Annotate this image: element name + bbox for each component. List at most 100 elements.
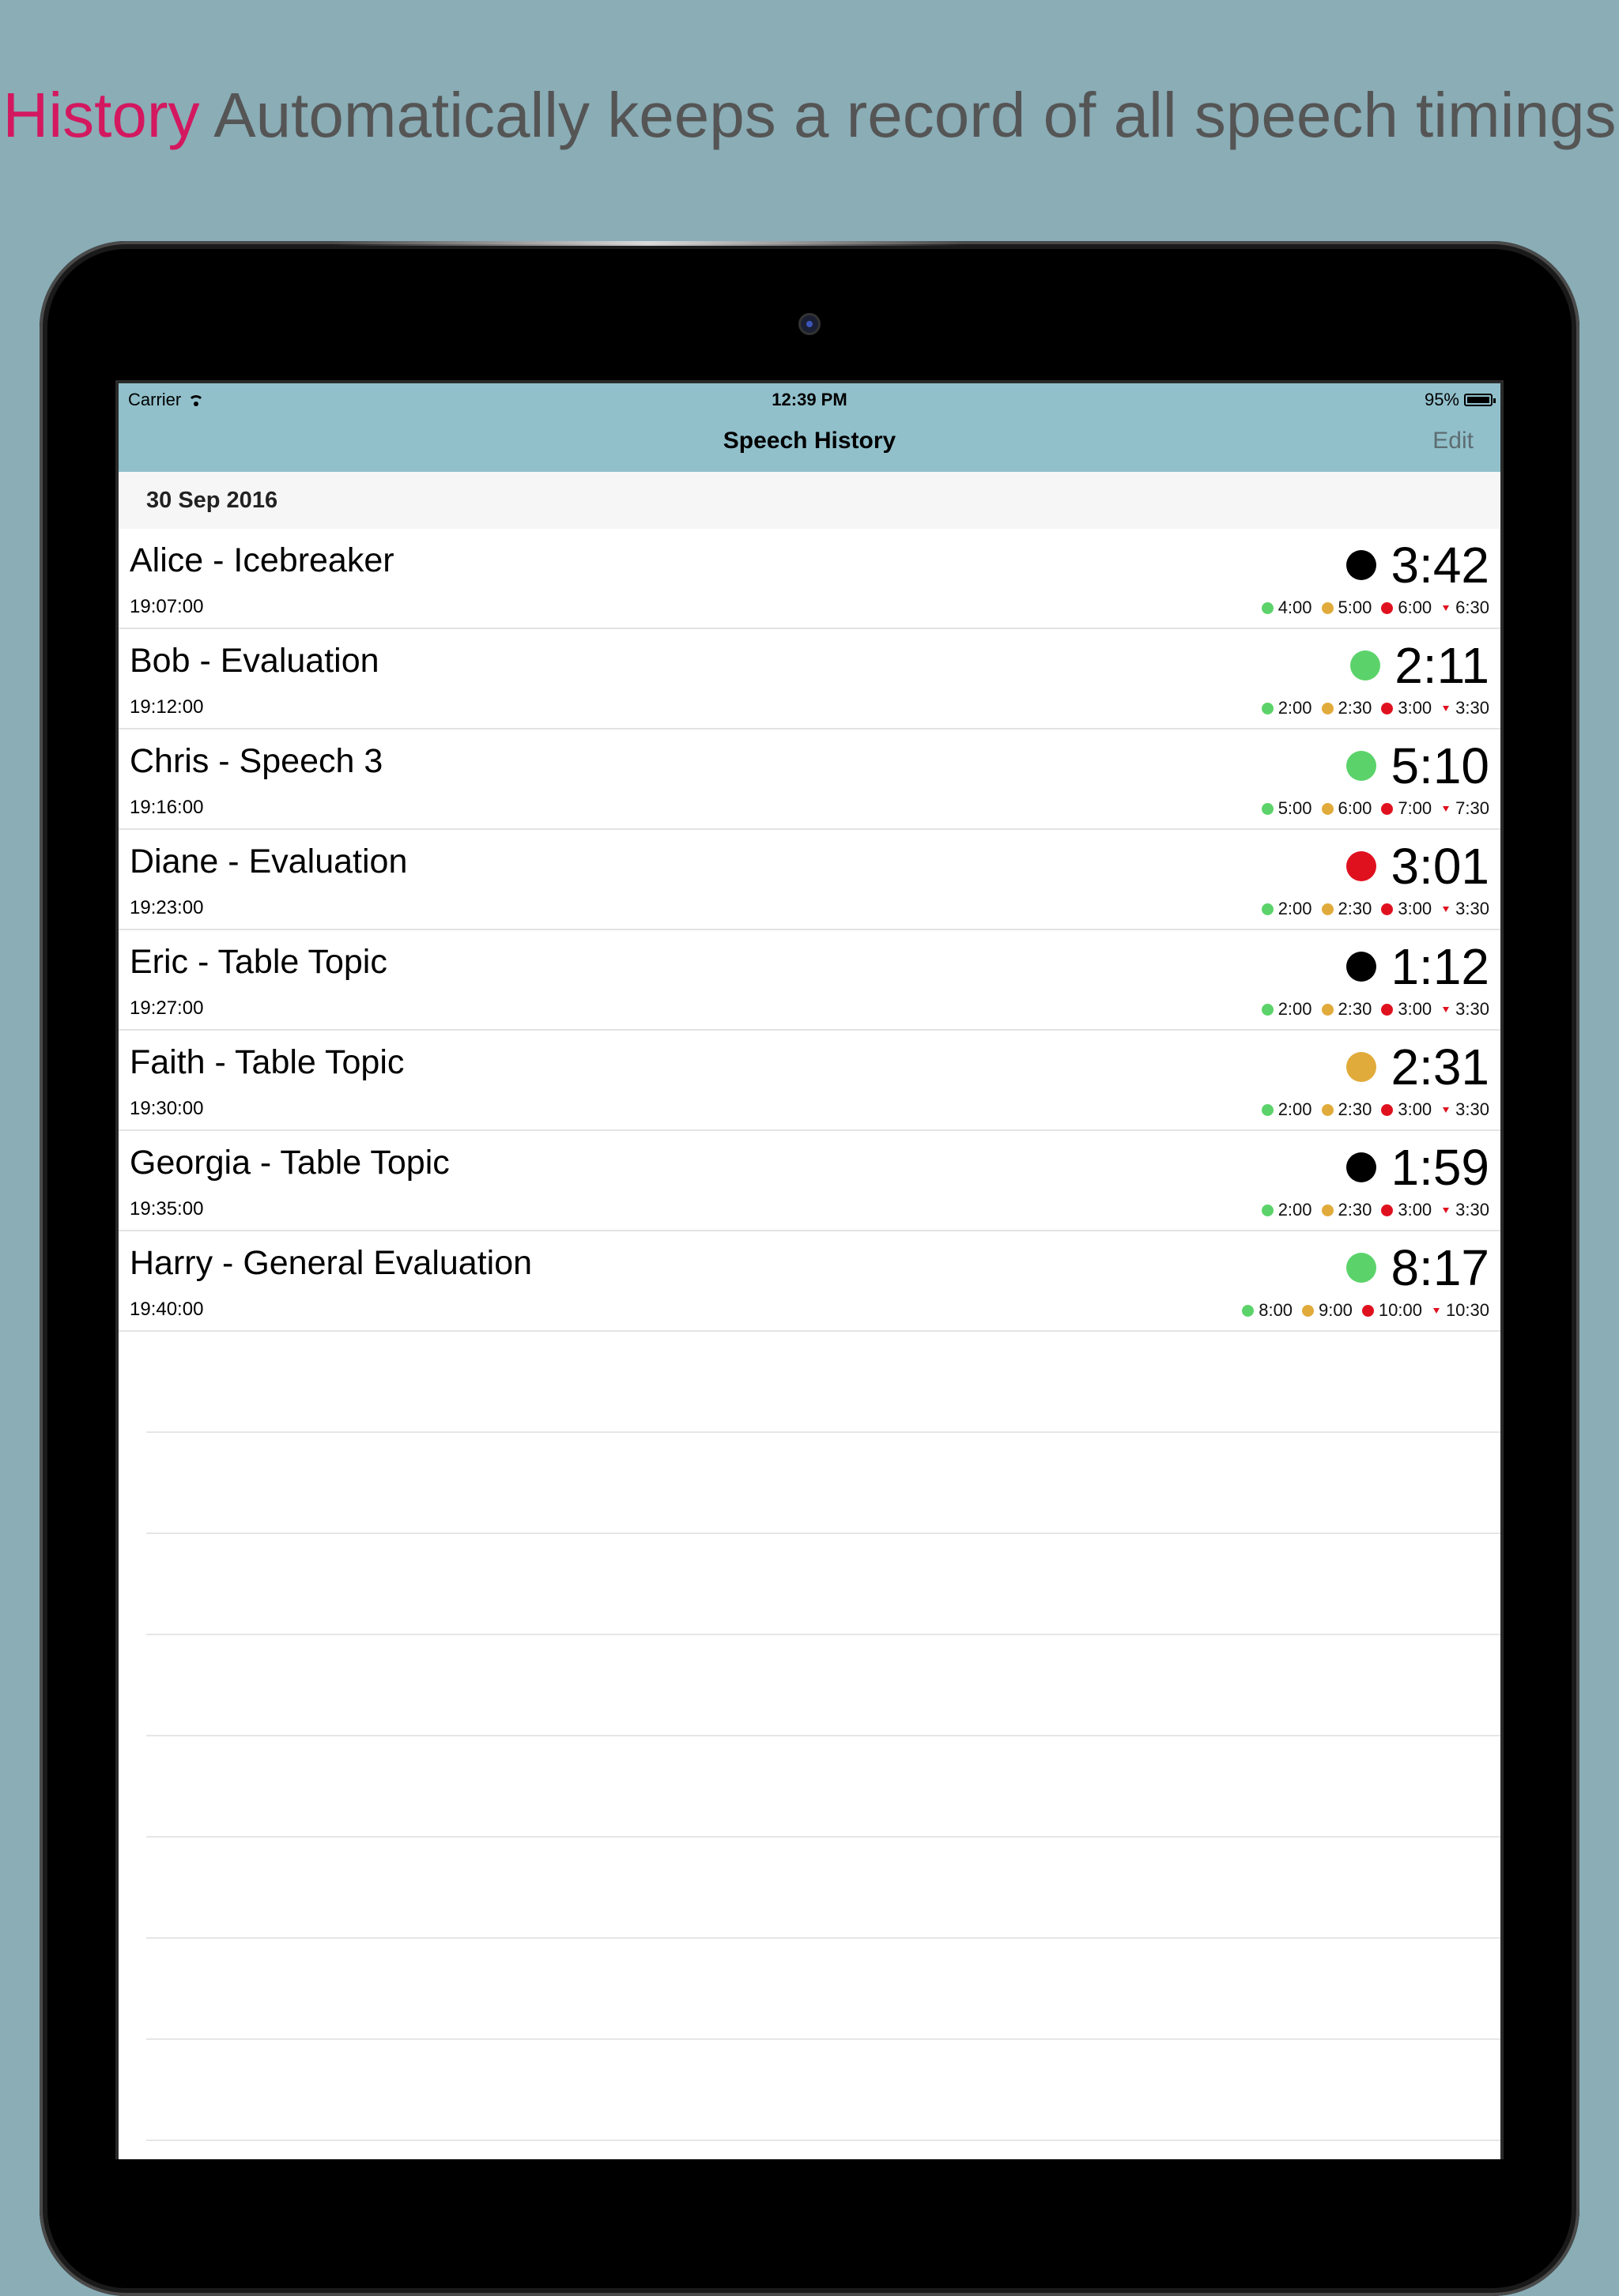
bezel-glare (332, 241, 964, 246)
overtime-threshold: 3:30 (1455, 999, 1489, 1019)
red-threshold: 3:00 (1398, 1200, 1432, 1220)
red-dot-icon (1381, 601, 1394, 614)
amber-dot-icon (1321, 1103, 1334, 1116)
table-row[interactable]: Chris - Speech 3 19:16:00 5:10 5:00 6:00 7:00… (119, 730, 1500, 830)
headline-text: Automatically keeps a record of all spee… (199, 80, 1617, 150)
speech-list: Alice - Icebreaker 19:07:00 3:42 4:00 5:00 6:… (119, 529, 1500, 2159)
status-bar: Carrier 12:39 PM 95% (119, 383, 1500, 415)
green-dot-icon (1261, 702, 1274, 714)
table-row[interactable]: Bob - Evaluation 19:12:00 2:11 2:00 2:30 3:00… (119, 629, 1500, 730)
green-threshold: 2:00 (1277, 1099, 1312, 1119)
table-row[interactable]: Eric - Table Topic 19:27:00 1:12 2:00 2:30 3:… (119, 930, 1500, 1031)
app-screen: Carrier 12:39 PM 95% Speech History Edit… (119, 383, 1500, 2159)
empty-row-divider (146, 2141, 1500, 2159)
status-dot-icon (1346, 952, 1377, 982)
page-title: Speech History (723, 428, 896, 454)
speech-duration: 3:01 (1391, 838, 1489, 895)
red-threshold: 3:00 (1398, 999, 1432, 1019)
amber-dot-icon (1321, 702, 1334, 714)
table-row[interactable]: Diane - Evaluation 19:23:00 3:01 2:00 2:30 3:… (119, 830, 1500, 930)
green-threshold: 4:00 (1277, 598, 1312, 617)
red-threshold: 3:00 (1398, 698, 1432, 718)
amber-threshold: 9:00 (1319, 1300, 1353, 1320)
speech-name: Faith - Table Topic (130, 1043, 405, 1081)
duration-group: 3:42 (1346, 537, 1489, 594)
duration-group: 5:10 (1346, 737, 1489, 794)
red-threshold: 10:00 (1378, 1300, 1422, 1320)
speech-time: 19:40:00 (130, 1299, 204, 1320)
empty-row-divider (146, 1433, 1500, 1534)
overtime-threshold: 7:30 (1455, 798, 1489, 818)
overtime-triangle-icon (1443, 1006, 1450, 1012)
duration-group: 8:17 (1346, 1239, 1489, 1296)
speech-name: Chris - Speech 3 (130, 742, 383, 780)
table-row[interactable]: Georgia - Table Topic 19:35:00 1:59 2:00 2:3… (119, 1131, 1500, 1231)
duration-group: 1:59 (1346, 1139, 1489, 1196)
battery-percent: 95% (1424, 390, 1459, 409)
overtime-threshold: 3:30 (1455, 698, 1489, 718)
table-row[interactable]: Alice - Icebreaker 19:07:00 3:42 4:00 5:00 6:… (119, 529, 1500, 629)
green-threshold: 2:00 (1277, 698, 1312, 718)
speech-name: Diane - Evaluation (130, 843, 408, 880)
speech-duration: 5:10 (1391, 737, 1489, 794)
section-header-date: 30 Sep 2016 (119, 472, 1500, 529)
threshold-group: 4:00 5:00 6:00 6:30 (1257, 598, 1489, 618)
table-row[interactable]: Faith - Table Topic 19:30:00 2:31 2:00 2:30 3… (119, 1031, 1500, 1131)
speech-time: 19:16:00 (130, 797, 204, 818)
status-dot-icon (1346, 851, 1377, 881)
status-dot-icon (1346, 1052, 1377, 1082)
duration-group: 3:01 (1346, 838, 1489, 895)
green-dot-icon (1261, 1003, 1274, 1016)
speech-name: Eric - Table Topic (130, 943, 387, 981)
threshold-group: 2:00 2:30 3:00 3:30 (1257, 1099, 1489, 1120)
red-dot-icon (1381, 903, 1394, 915)
speech-duration: 2:31 (1391, 1039, 1489, 1095)
speech-time: 19:07:00 (130, 596, 204, 617)
status-clock: 12:39 PM (772, 390, 847, 409)
camera-icon (798, 313, 821, 335)
empty-row-divider (146, 1332, 1500, 1433)
speech-time: 19:35:00 (130, 1198, 204, 1220)
amber-threshold: 2:30 (1338, 999, 1372, 1019)
carrier-label: Carrier (128, 390, 182, 409)
amber-dot-icon (1321, 601, 1334, 614)
red-dot-icon (1381, 1003, 1394, 1016)
speech-time: 19:30:00 (130, 1098, 204, 1119)
amber-dot-icon (1302, 1304, 1315, 1317)
red-dot-icon (1381, 1204, 1394, 1216)
amber-threshold: 2:30 (1338, 1200, 1372, 1220)
edit-button[interactable]: Edit (1432, 428, 1474, 454)
amber-dot-icon (1321, 903, 1334, 915)
duration-group: 2:11 (1350, 637, 1489, 694)
battery-icon (1464, 394, 1496, 406)
overtime-triangle-icon (1443, 1207, 1450, 1213)
overtime-threshold: 3:30 (1455, 899, 1489, 918)
overtime-triangle-icon (1443, 805, 1450, 812)
amber-threshold: 2:30 (1338, 698, 1372, 718)
threshold-group: 5:00 6:00 7:00 7:30 (1257, 798, 1489, 819)
empty-list-area (146, 1332, 1500, 2159)
navigation-bar: Carrier 12:39 PM 95% Speech History Edit (119, 383, 1500, 472)
amber-threshold: 6:00 (1338, 798, 1372, 818)
speech-time: 19:23:00 (130, 897, 204, 918)
empty-row-divider (146, 1534, 1500, 1635)
headline: History Automatically keeps a record of … (0, 76, 1619, 155)
green-dot-icon (1261, 802, 1274, 815)
battery-group: 95% (1424, 390, 1496, 410)
green-dot-icon (1261, 1103, 1274, 1116)
table-row[interactable]: Harry - General Evaluation 19:40:00 8:17 8:… (119, 1231, 1500, 1332)
red-dot-icon (1381, 802, 1394, 815)
empty-row-divider (146, 1736, 1500, 1838)
duration-group: 2:31 (1346, 1039, 1489, 1095)
green-threshold: 2:00 (1277, 1200, 1312, 1220)
red-dot-icon (1381, 1103, 1394, 1116)
overtime-threshold: 3:30 (1455, 1099, 1489, 1119)
amber-threshold: 2:30 (1338, 899, 1372, 918)
threshold-group: 2:00 2:30 3:00 3:30 (1257, 698, 1489, 718)
section-date-label: 30 Sep 2016 (146, 488, 278, 513)
green-threshold: 8:00 (1259, 1300, 1293, 1320)
overtime-threshold: 10:30 (1445, 1300, 1489, 1320)
red-dot-icon (1361, 1304, 1374, 1317)
speech-duration: 1:59 (1391, 1139, 1489, 1196)
speech-name: Alice - Icebreaker (130, 541, 394, 579)
